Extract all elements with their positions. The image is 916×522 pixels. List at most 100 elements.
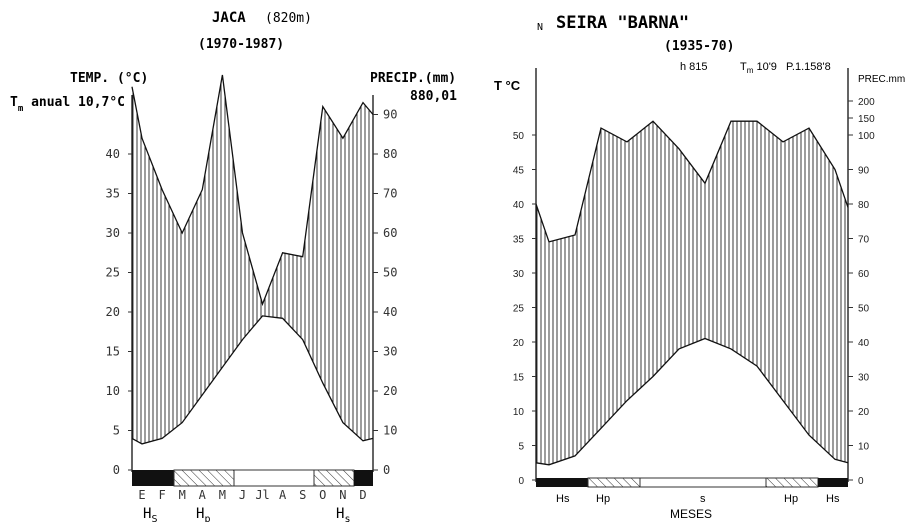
seira-hatch [536,121,846,465]
seira-right-tick-label-11: 150 [858,114,875,125]
jaca-period-label-1: HS [143,506,157,522]
seira-right-tick-label-5: 50 [858,304,870,315]
seira-right-tick-label-3: 30 [858,373,870,384]
seira-title-prefix: N [537,22,543,33]
jaca-right-tick-label-7: 70 [383,187,397,201]
seira-chart: N SEIRA "BARNA" (1935-70) h 815 Tm 10'9 … [494,13,905,521]
jaca-month-label-8: S [299,488,306,502]
jaca-right-tick-label-6: 60 [383,226,397,240]
jaca-month-label-10: N [339,488,346,502]
seira-period-labels: Hs Hp s Hp Hs [556,493,840,505]
jaca-right-tick-label-9: 90 [383,108,397,122]
jaca-right-tick-label-3: 30 [383,345,397,359]
jaca-annotation-right: 880,01 [410,89,457,104]
jaca-title: JACA [212,10,246,26]
jaca-period-bar [132,469,373,487]
seira-series [535,120,849,466]
seira-right-tick-label-6: 60 [858,269,870,280]
seira-left-ticks: 0 5 10 15 20 25 30 35 40 45 50 [513,131,536,487]
jaca-bar-humid-1 [173,469,235,487]
jaca-left-ticks: 0 5 10 15 20 25 30 35 40 [106,147,132,477]
jaca-left-tick-label-0: 0 [113,463,120,477]
seira-period-label-3: s [700,493,706,505]
seira-left-tick-label-4: 20 [513,338,525,349]
seira-right-tick-label-8: 80 [858,200,870,211]
seira-temperature-line [535,337,849,466]
jaca-left-tick-label-5: 25 [106,266,120,280]
seira-left-tick-label-7: 35 [513,235,525,246]
seira-bar-dry-1 [536,478,588,487]
jaca-title-alt: (820m) [265,11,312,26]
jaca-hatch [132,82,370,444]
seira-right-tick-label-4: 40 [858,338,870,349]
seira-subtitle: (1935-70) [664,39,734,54]
jaca-month-label-9: O [319,488,326,502]
seira-left-tick-label-8: 40 [513,200,525,211]
jaca-month-label-0: E [138,488,145,502]
jaca-month-label-2: M [179,488,186,502]
seira-left-tick-label-0: 0 [518,476,524,487]
seira-right-tick-label-1: 10 [858,442,870,453]
seira-period-label-5: Hs [826,493,840,505]
jaca-month-label-1: F [159,488,166,502]
jaca-month-label-7: A [279,488,287,502]
seira-ylabel-left: T °C [494,78,521,93]
jaca-right-tick-label-5: 50 [383,266,397,280]
jaca-precipitation-line [131,74,374,307]
seira-right-tick-label-10: 100 [858,131,875,142]
jaca-left-tick-label-4: 20 [106,305,120,319]
seira-right-tick-label-0: 0 [858,476,864,487]
seira-right-tick-label-12: 200 [858,97,875,108]
seira-period-label-2: Hp [596,493,610,505]
seira-info-tm: Tm 10'9 [740,61,777,75]
seira-bar-humid-1 [587,477,641,488]
seira-info-h: h 815 [680,61,708,73]
jaca-temperature-line [131,315,374,445]
jaca-period-labels: HS Hp Hs [143,506,350,522]
jaca-bar-dry-2 [354,470,373,486]
jaca-right-tick-label-8: 80 [383,147,397,161]
jaca-bar-dry-1 [132,470,174,486]
seira-ylabel-right: PREC.mm [858,74,905,85]
jaca-left-tick-label-1: 5 [113,424,120,438]
jaca-period-label-3: Hs [336,506,350,522]
jaca-chart: JACA (820m) (1970-1987) TEMP. (°C) PRECI… [10,10,457,522]
jaca-right-tick-label-0: 0 [383,463,390,477]
seira-xlabel: MESES [670,507,712,521]
seira-right-tick-label-7: 70 [858,235,870,246]
seira-period-label-1: Hs [556,493,570,505]
jaca-right-ticks: 0 10 20 30 40 50 60 70 80 90 [373,108,397,477]
jaca-right-tick-label-2: 20 [383,384,397,398]
jaca-bar-humid-2 [313,469,355,487]
jaca-ylabel-left: TEMP. (°C) [70,71,148,86]
jaca-annotation-left: Tm anual 10,7°C [10,95,125,114]
seira-left-tick-label-2: 10 [513,407,525,418]
jaca-period-label-2: Hp [196,506,210,522]
jaca-left-tick-label-6: 30 [106,226,120,240]
jaca-subtitle: (1970-1987) [198,37,284,52]
seira-left-tick-label-3: 15 [513,373,525,384]
seira-left-tick-label-5: 25 [513,304,525,315]
jaca-month-label-3: A [199,488,207,502]
seira-info-p: P.1.158'8 [786,61,831,73]
seira-precipitation-line [535,120,849,243]
seira-right-tick-label-2: 20 [858,407,870,418]
jaca-left-tick-label-8: 40 [106,147,120,161]
jaca-month-label-5: J [239,488,246,502]
jaca-month-labels: E F M A M J Jl A S O N D [138,488,366,502]
jaca-right-tick-label-4: 40 [383,305,397,319]
seira-bar-humid-2 [765,477,819,488]
seira-left-tick-label-9: 45 [513,166,525,177]
jaca-month-label-6: Jl [255,488,269,502]
jaca-left-tick-label-3: 15 [106,345,120,359]
jaca-left-tick-label-2: 10 [106,384,120,398]
seira-bar-dry-2 [818,478,848,487]
jaca-bar-open [233,469,315,487]
seira-period-label-4: Hp [784,493,798,505]
seira-right-ticks: 0 10 20 30 40 50 60 70 80 90 100 150 200 [848,97,875,487]
jaca-right-tick-label-1: 10 [383,424,397,438]
seira-left-tick-label-1: 5 [518,442,524,453]
seira-title: SEIRA "BARNA" [556,13,689,33]
seira-right-tick-label-9: 90 [858,166,870,177]
